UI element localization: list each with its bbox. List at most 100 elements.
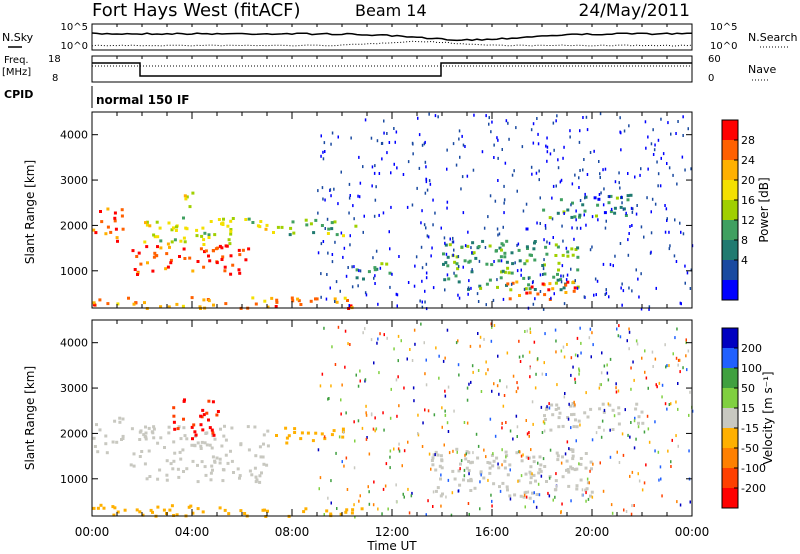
heatmap-cell: [590, 490, 594, 494]
scatter-cell: [432, 286, 435, 290]
heatmap-cell: [571, 201, 574, 205]
scatter-cell: [579, 199, 582, 202]
heatmap-cell: [261, 455, 265, 459]
scatter-cell: [378, 371, 380, 375]
scatter-cell: [516, 381, 518, 385]
heatmap-cell: [329, 512, 333, 516]
scatter-cell: [366, 436, 368, 439]
heatmap-cell: [253, 425, 257, 429]
scatter-cell: [563, 355, 566, 359]
scatter-cell: [664, 230, 667, 234]
scatter-cell: [539, 273, 542, 277]
scatter-cell: [688, 413, 690, 417]
heatmap-cell: [488, 471, 492, 475]
scatter-cell: [574, 279, 576, 283]
heatmap-cell: [285, 436, 289, 440]
heatmap-cell: [213, 233, 217, 237]
power-colorbar-label: Power [dB]: [757, 177, 771, 242]
scatter-cell: [462, 211, 465, 215]
scatter-cell: [527, 277, 530, 280]
heatmap-cell: [583, 209, 587, 213]
heatmap-cell: [569, 465, 573, 469]
heatmap-cell: [147, 449, 151, 453]
scatter-cell: [644, 370, 646, 374]
heatmap-cell: [304, 507, 308, 511]
heatmap-cell: [554, 243, 558, 247]
scatter-cell: [618, 171, 620, 175]
scatter-cell: [635, 212, 638, 216]
heatmap-cell: [523, 491, 527, 495]
scatter-cell: [365, 411, 367, 415]
scatter-cell: [566, 440, 569, 444]
heatmap-cell: [191, 459, 195, 463]
scatter-cell: [554, 495, 556, 499]
heatmap-cell: [167, 431, 171, 435]
heatmap-cell: [536, 292, 540, 296]
scatter-cell: [396, 166, 398, 170]
heatmap-cell: [561, 475, 565, 479]
scatter-cell: [466, 386, 469, 390]
scatter-cell: [381, 512, 383, 516]
scatter-cell: [630, 206, 633, 210]
heatmap-cell: [196, 260, 200, 263]
heatmap-cell: [172, 420, 176, 424]
scatter-cell: [534, 386, 537, 390]
scatter-cell: [643, 430, 646, 434]
heatmap-cell: [354, 224, 358, 228]
scatter-cell: [424, 289, 426, 293]
heatmap-cell: [571, 450, 575, 453]
scatter-cell: [511, 173, 514, 177]
heatmap-cell: [199, 444, 203, 448]
scatter-cell: [485, 303, 487, 307]
heatmap-cell: [532, 460, 536, 464]
scatter-cell: [487, 368, 489, 372]
scatter-cell: [584, 196, 586, 200]
heatmap-cell: [596, 203, 600, 207]
colorbar-segment: [722, 160, 738, 181]
scatter-cell: [471, 268, 473, 272]
scatter-cell: [529, 331, 532, 334]
scatter-cell: [656, 385, 658, 389]
scatter-cell: [477, 332, 479, 335]
scatter-cell: [666, 219, 668, 222]
heatmap-cell: [288, 233, 292, 237]
heatmap-cell: [138, 430, 142, 434]
heatmap-cell: [156, 441, 160, 445]
heatmap-cell: [306, 431, 310, 435]
scatter-cell: [487, 215, 489, 219]
heatmap-cell: [165, 459, 169, 463]
scatter-cell: [361, 426, 364, 430]
heatmap-cell: [209, 478, 213, 482]
scatter-cell: [570, 267, 572, 271]
scatter-cell: [446, 421, 449, 425]
heatmap-cell: [166, 242, 170, 246]
heatmap-cell: [118, 420, 122, 424]
scatter-cell: [374, 429, 376, 433]
velocity-heatmap: [92, 322, 694, 519]
scatter-cell: [578, 372, 580, 376]
noise-tick-right-bottom: 10^0: [710, 41, 737, 52]
scatter-cell: [579, 169, 581, 172]
scatter-cell: [600, 383, 602, 387]
heatmap-cell: [181, 448, 185, 452]
scatter-cell: [395, 130, 398, 134]
heatmap-cell: [193, 430, 197, 434]
scatter-cell: [647, 427, 650, 431]
scatter-cell: [571, 226, 573, 230]
heatmap-cell: [571, 253, 575, 257]
heatmap-cell: [617, 422, 621, 426]
scatter-cell: [349, 194, 351, 197]
scatter-cell: [589, 327, 592, 331]
scatter-cell: [337, 135, 339, 139]
heatmap-cell: [529, 472, 533, 476]
heatmap-cell: [211, 249, 215, 252]
scatter-cell: [453, 409, 455, 413]
scatter-cell: [497, 138, 499, 142]
heatmap-cell: [259, 220, 263, 223]
scatter-cell: [453, 248, 455, 252]
heatmap-cell: [539, 463, 543, 467]
scatter-cell: [680, 230, 682, 234]
heatmap-cell: [320, 432, 324, 436]
scatter-cell: [483, 337, 485, 341]
heatmap-cell: [570, 413, 573, 417]
